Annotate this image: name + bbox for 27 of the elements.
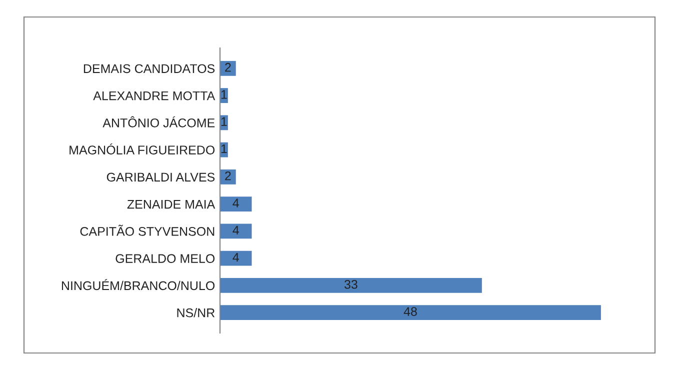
bar: [220, 196, 252, 212]
y-tick-label: GERALDO MELO: [116, 254, 215, 263]
bar: [220, 169, 236, 184]
y-tick-label: ALEXANDRE MOTTA: [93, 91, 216, 100]
data-label: 4: [232, 198, 239, 208]
data-label: 48: [404, 307, 417, 316]
y-tick-label: DEMAIS CANDIDATOS: [84, 64, 215, 74]
y-tick-label: MAGNÓLIA FIGUEIREDO: [70, 143, 215, 154]
y-tick-label: GARIBALDI ALVES: [106, 172, 215, 182]
y-tick-label: CAPITÃO STYVENSON: [80, 224, 214, 236]
data-label: 33: [344, 280, 358, 289]
y-tick-label: NINGUÉM/BRANCO/NULO: [62, 279, 215, 290]
bar: [220, 60, 236, 76]
y-tick-label: ANTÔNIO JÁCOME: [102, 116, 215, 128]
bar: [220, 278, 482, 293]
data-label: 1: [221, 90, 227, 99]
data-label: 1: [221, 117, 227, 126]
data-label: 4: [232, 226, 239, 234]
bar: [220, 224, 252, 239]
data-label: 2: [225, 62, 231, 72]
y-tick-label: NS/NR: [177, 308, 215, 318]
data-label: 4: [232, 252, 239, 262]
data-label: 2: [225, 171, 231, 180]
bar: [220, 250, 252, 266]
y-tick-label: ZENAIDE MAIA: [127, 200, 216, 209]
bar: [220, 305, 601, 320]
data-label: 1: [221, 144, 227, 154]
